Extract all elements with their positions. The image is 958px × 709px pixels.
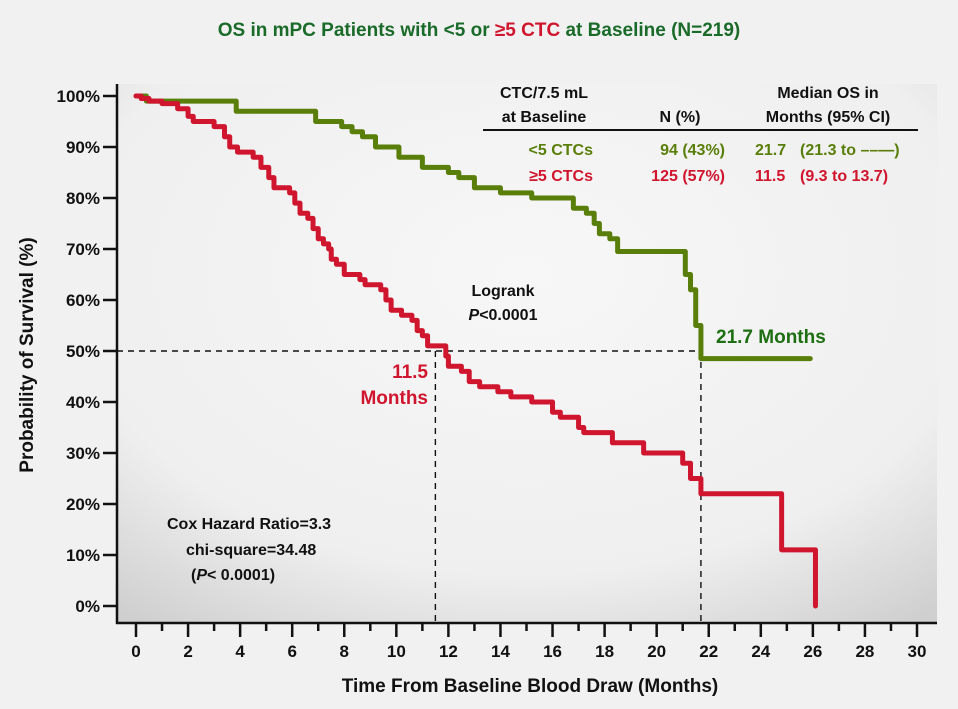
summary-table: CTC/7.5 mL at Baseline N (%) Median OS i… — [483, 85, 918, 185]
table-row-high-n: 125 (57%) — [651, 168, 725, 185]
y-tick-label: 100% — [57, 87, 100, 106]
table-row-low-median: 21.7 — [755, 142, 786, 159]
x-tick-label: 20 — [647, 642, 666, 661]
x-tick-label: 16 — [543, 642, 562, 661]
y-tick-label: 20% — [66, 495, 100, 514]
survival-curve-low-ctc — [133, 93, 813, 362]
table-row-low-n: 94 (43%) — [660, 142, 725, 159]
x-axis-title: Time From Baseline Blood Draw (Months) — [342, 676, 719, 697]
y-tick-label: 60% — [66, 291, 100, 310]
cox-hazard-ratio: Cox Hazard Ratio=3.3 — [167, 516, 331, 533]
red-median-label-2: Months — [360, 388, 428, 409]
y-axis-title: Probability of Survival (%) — [17, 237, 38, 472]
x-tick-label: 10 — [387, 642, 406, 661]
cox-p-open: ( — [191, 567, 197, 584]
y-tick-label: 30% — [66, 444, 100, 463]
x-tick-label: 18 — [595, 642, 614, 661]
logrank-p-symbol: P — [469, 307, 480, 324]
x-tick-label: 26 — [803, 642, 822, 661]
table-header-group-line1: CTC/7.5 mL — [500, 85, 588, 102]
x-tick-label: 4 — [235, 642, 245, 661]
table-header-n: N (%) — [660, 109, 701, 126]
logrank-label: Logrank — [471, 283, 534, 300]
x-tick-label: 22 — [699, 642, 718, 661]
table-row-high-group: ≥5 CTCs — [529, 168, 593, 185]
cox-p-symbol: P — [196, 567, 207, 584]
title-part-1: OS in mPC Patients with <5 or — [218, 20, 495, 41]
survival-curve-high-ctc — [133, 93, 818, 609]
y-tick-label: 0% — [75, 597, 100, 616]
plot-area — [117, 84, 937, 623]
table-row-low-ci: (21.3 to ––—) — [800, 142, 900, 159]
green-median-label: 21.7 Months — [716, 327, 826, 348]
y-tick-label: 10% — [66, 546, 100, 565]
x-tick-label: 8 — [340, 642, 349, 661]
x-tick-label: 6 — [287, 642, 296, 661]
x-tick-label: 14 — [491, 642, 510, 661]
title-part-3: at Baseline (N=219) — [560, 20, 740, 41]
x-tick-label: 24 — [751, 642, 770, 661]
logrank-p-value: P<0.0001 — [469, 307, 538, 324]
table-row-low-group: <5 CTCs — [529, 142, 594, 159]
chart-title: OS in mPC Patients with <5 or ≥5 CTC at … — [218, 20, 741, 41]
table-header-median-line1: Median OS in — [777, 85, 878, 102]
y-tick-label: 50% — [66, 342, 100, 361]
title-part-2: ≥5 CTC — [495, 20, 561, 41]
cox-p-value: (P< 0.0001) — [191, 567, 275, 584]
x-tick-label: 12 — [439, 642, 458, 661]
x-tick-label: 28 — [855, 642, 874, 661]
y-tick-label: 40% — [66, 393, 100, 412]
y-tick-label: 70% — [66, 240, 100, 259]
x-tick-label: 2 — [183, 642, 192, 661]
x-tick-label: 0 — [131, 642, 140, 661]
table-row-high-ci: (9.3 to 13.7) — [800, 168, 888, 185]
cox-p-text: < 0.0001) — [207, 567, 275, 584]
y-tick-label: 80% — [66, 189, 100, 208]
table-header-group-line2: at Baseline — [502, 109, 587, 126]
logrank-p-text: <0.0001 — [479, 307, 537, 324]
table-header-median-line2: Months (95% CI) — [766, 109, 890, 126]
chi-square: chi-square=34.48 — [186, 542, 316, 559]
x-tick-label: 30 — [908, 642, 927, 661]
y-tick-label: 90% — [66, 138, 100, 157]
table-row-high-median: 11.5 — [755, 168, 785, 185]
red-median-label-1: 11.5 — [392, 362, 428, 383]
